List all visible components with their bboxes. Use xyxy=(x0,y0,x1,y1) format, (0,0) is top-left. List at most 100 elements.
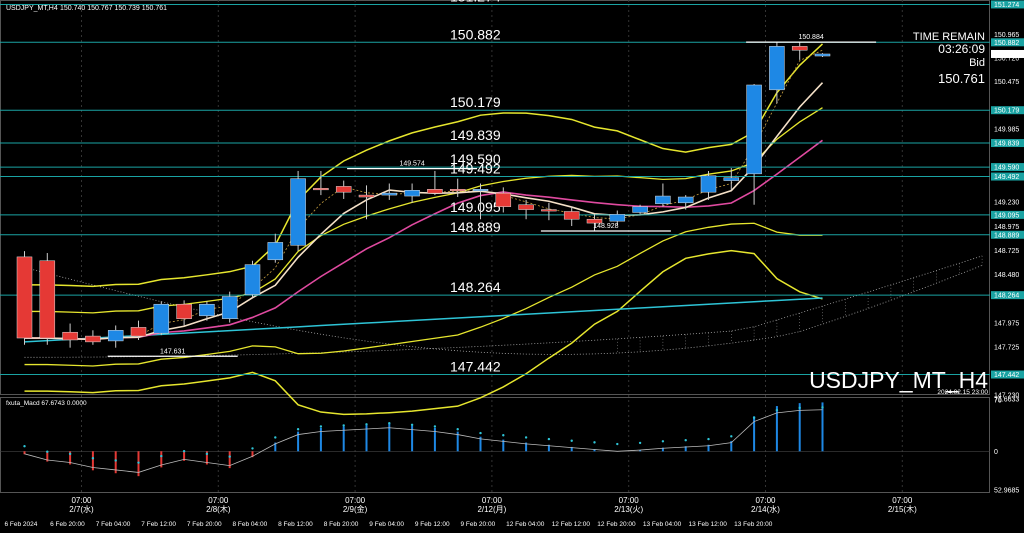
bear-candle xyxy=(16,256,33,339)
bear-candle xyxy=(563,211,580,220)
signal-dot xyxy=(479,431,482,435)
day-time-label: 07:00 xyxy=(755,496,776,505)
ma-long xyxy=(24,297,823,343)
time-tick-label: 7 Feb 20:00 xyxy=(187,521,222,528)
time-tick-label: 9 Feb 20:00 xyxy=(461,521,496,528)
time-tick-label: 7 Feb 12:00 xyxy=(141,521,176,528)
time-remain-value: 03:26:09 xyxy=(938,42,985,56)
price-tick-label: 149.590 xyxy=(994,165,1019,172)
time-tick-label: 12 Feb 20:00 xyxy=(597,521,636,528)
bull-candle xyxy=(700,175,717,193)
macd-tick-label: 0 xyxy=(994,449,998,456)
signal-dot xyxy=(821,406,824,409)
bear-candle xyxy=(586,218,603,224)
bull-candle xyxy=(107,330,124,342)
envelope-upper-2 xyxy=(24,43,824,288)
signal-dot xyxy=(775,408,779,412)
day-time-label: 07:00 xyxy=(482,496,503,505)
level-label: 149.095 xyxy=(450,199,501,215)
signal-dot xyxy=(23,445,26,448)
time-tick-label: 7 Feb 04:00 xyxy=(96,521,131,528)
bull-candle xyxy=(769,46,785,91)
level-label: 151.274 xyxy=(450,0,501,4)
level-price-tag xyxy=(991,106,1024,115)
signal-dot xyxy=(638,441,642,445)
chart-frame xyxy=(0,0,990,493)
signal-dot xyxy=(182,449,186,453)
macd-title: fxuta_Macd 67.6743 0.0000 xyxy=(6,400,87,407)
level-label: 149.590 xyxy=(450,151,501,167)
level-label: 148.889 xyxy=(450,219,501,235)
price-levels: 151.274150.882150.179149.839149.590149.4… xyxy=(0,0,990,376)
level-price-tag xyxy=(991,210,1024,219)
time-tick-label: 13 Feb 20:00 xyxy=(734,521,773,528)
signal-dot xyxy=(707,437,710,441)
annotation-label: 147.631 xyxy=(160,348,185,355)
price-tick-label: 147.442 xyxy=(994,372,1019,379)
day-date-label: 2/8(木) xyxy=(206,504,231,514)
day-date-label: 2/9(金) xyxy=(343,504,368,514)
symbol-watermark: USDJPY_MT_H4 xyxy=(809,367,988,393)
price-tick-label: 149.492 xyxy=(994,174,1019,181)
bull-candle xyxy=(404,190,420,197)
signal-dot xyxy=(251,447,254,450)
time-tick-label: 8 Feb 20:00 xyxy=(324,521,359,528)
price-tick-label: 147.725 xyxy=(994,345,1019,352)
level-price-tag xyxy=(991,0,1024,9)
day-time-label: 07:00 xyxy=(71,496,92,505)
time-tick-label: 9 Feb 04:00 xyxy=(369,521,404,528)
price-tick-label: 147.975 xyxy=(994,321,1019,328)
level-price-tag xyxy=(991,230,1024,239)
time-tick-label: 8 Feb 04:00 xyxy=(233,521,268,528)
signal-dot xyxy=(456,428,459,431)
day-date-label: 2/15(木) xyxy=(888,504,917,514)
bear-candle xyxy=(518,204,534,210)
price-tick-label: 149.095 xyxy=(994,212,1019,219)
signal-dot xyxy=(114,459,117,462)
bear-candle xyxy=(39,260,56,339)
signal-dot xyxy=(91,457,95,460)
signal-dot xyxy=(319,425,323,428)
time-tick-label: 13 Feb 04:00 xyxy=(643,521,682,528)
day-time-label: 07:00 xyxy=(892,496,913,505)
price-tick-label: 148.725 xyxy=(994,248,1019,255)
signal-dot xyxy=(68,452,72,456)
annotation-label: 148.928 xyxy=(593,223,618,230)
indicator-lines xyxy=(24,43,824,416)
level-price-tag xyxy=(991,172,1024,181)
time-tick-label: 13 Feb 12:00 xyxy=(689,521,728,528)
signal-dot xyxy=(524,436,528,439)
bull-candle xyxy=(723,177,740,181)
level-label: 150.179 xyxy=(450,94,501,110)
signal-dot xyxy=(502,434,505,437)
bull-candle xyxy=(814,53,831,57)
signal-dot xyxy=(365,423,368,426)
bull-candle xyxy=(153,303,170,334)
day-date-label: 2/14(水) xyxy=(751,504,780,514)
signal-dot xyxy=(616,442,619,446)
signal-dot xyxy=(433,425,437,428)
time-tick-label: 6 Feb 20:00 xyxy=(50,521,85,528)
signal-dot xyxy=(137,461,140,464)
bull-candle xyxy=(609,214,626,222)
signal-dot xyxy=(752,416,756,419)
bull-candle xyxy=(267,242,284,261)
signal-dot xyxy=(798,406,801,410)
annotation-label: 150.884 xyxy=(798,34,823,41)
level-price-tag xyxy=(991,163,1024,172)
bull-candle xyxy=(655,195,671,205)
bear-candle xyxy=(358,194,375,198)
level-price-tag xyxy=(991,139,1024,148)
day-time-label: 07:00 xyxy=(208,496,229,505)
bear-candle xyxy=(335,186,352,193)
signal-dot xyxy=(342,424,345,427)
bull-candle xyxy=(746,84,762,175)
bear-candle xyxy=(495,192,512,207)
price-tick-label: 150.475 xyxy=(994,79,1019,86)
bull-candle xyxy=(677,196,694,204)
bear-candle xyxy=(427,189,443,194)
